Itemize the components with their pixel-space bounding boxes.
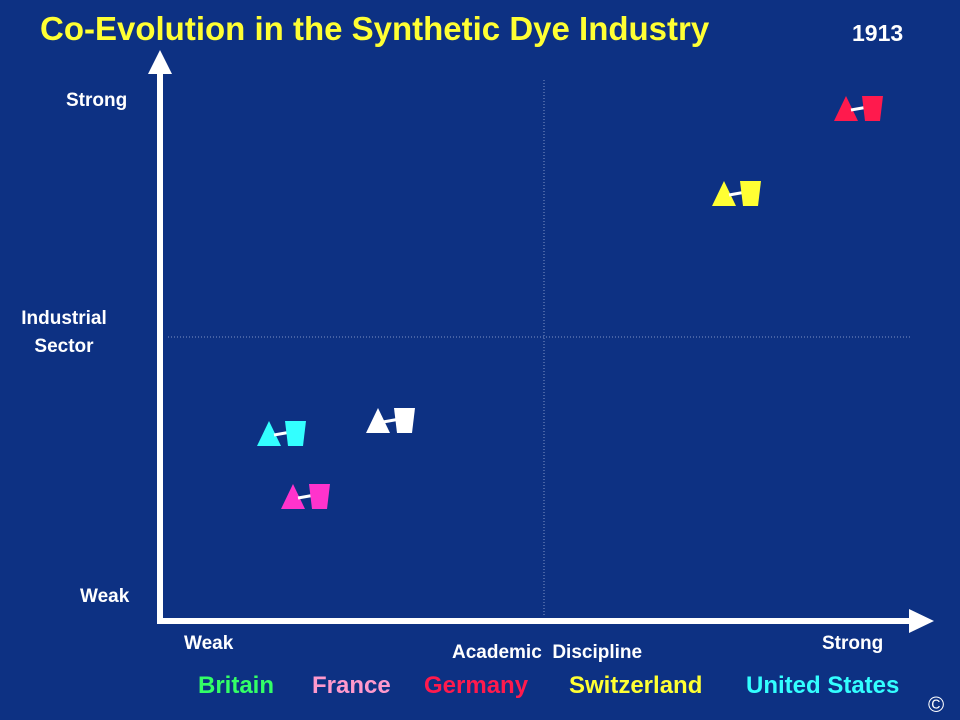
page-title: Co-Evolution in the Synthetic Dye Indust… [40,10,710,47]
legend-germany: Germany [424,672,529,699]
marker-germany [834,96,883,121]
marker-britain [366,408,415,433]
copyright-symbol: © [928,692,945,717]
legend-switzerland: Switzerland [569,672,703,699]
legend-france: France [312,672,391,699]
x-axis-arrowhead [909,609,934,633]
marker-germany-industry-trapezoid [862,96,883,121]
year-label: 1913 [852,20,904,46]
marker-france-academic-triangle [281,484,305,509]
x-axis-left-label: Weak [184,633,234,654]
marker-switzerland-academic-triangle [712,181,736,206]
y-axis-label: Industrial Sector [4,305,124,361]
marker-germany-academic-triangle [834,96,858,121]
y-axis-arrowhead [148,50,172,74]
marker-switzerland-industry-trapezoid [740,181,761,206]
y-axis-label-line2: Sector [34,336,94,357]
legend-britain: Britain [198,672,275,699]
marker-france [281,484,330,509]
marker-britain-industry-trapezoid [394,408,415,433]
y-axis-label-line1: Industrial [21,308,107,329]
marker-united-states [257,421,306,446]
marker-united-states-industry-trapezoid [285,421,306,446]
legend-united-states: United States [746,672,900,699]
y-axis-top-label: Strong [66,90,128,111]
x-axis-label: Academic Discipline [452,642,643,663]
y-axis-bottom-label: Weak [80,586,130,607]
marker-britain-academic-triangle [366,408,390,433]
x-axis-right-label: Strong [822,633,884,654]
marker-united-states-academic-triangle [257,421,281,446]
marker-switzerland [712,181,761,206]
marker-france-industry-trapezoid [309,484,330,509]
